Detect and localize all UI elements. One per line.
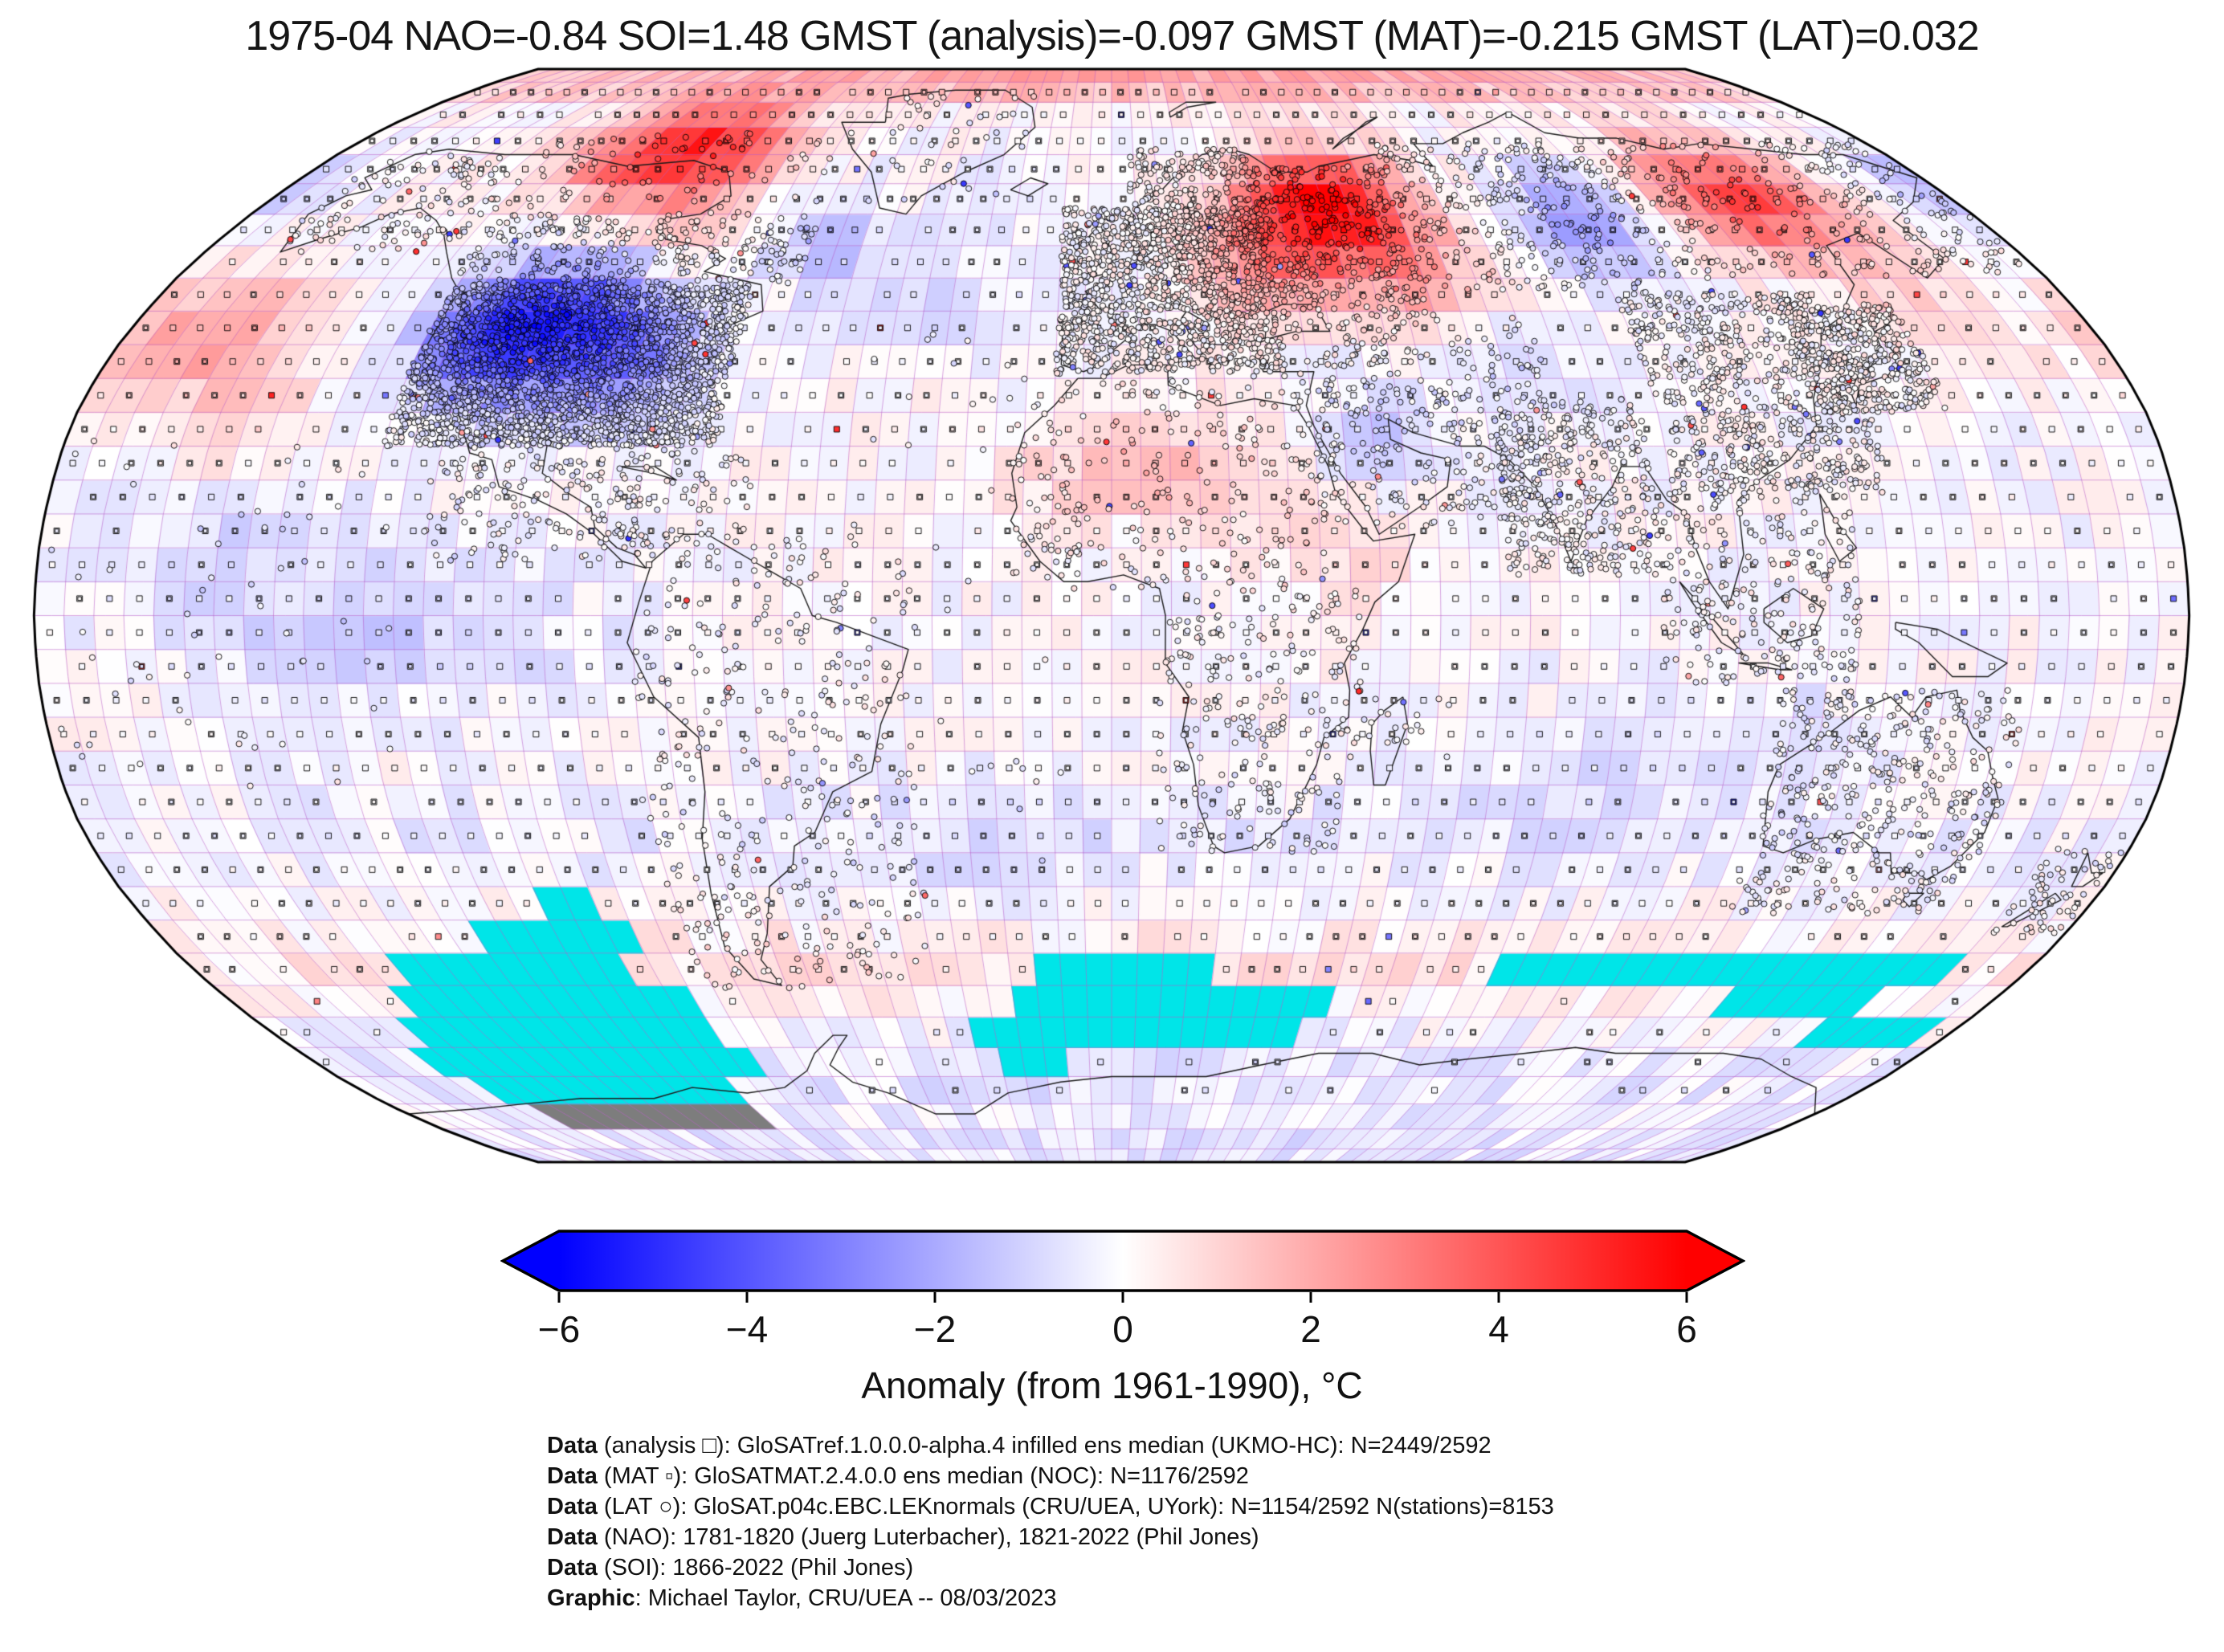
tick-label: 2	[1300, 1308, 1321, 1350]
colorbar-tick-labels: −6 −4 −2 0 2 4 6	[0, 1307, 2224, 1356]
tick-label: 4	[1488, 1308, 1509, 1350]
credit-line: Data (NAO): 1781-1820 (Juerg Luterbacher…	[547, 1524, 1259, 1550]
credit-line: Data (LAT ○): GloSAT.p04c.EBC.LEKnormals…	[547, 1494, 1554, 1519]
credit-line: Graphic: Michael Taylor, CRU/UEA -- 08/0…	[547, 1585, 1057, 1611]
credits-block: Data (analysis □): GloSATref.1.0.0.0-alp…	[547, 1430, 1554, 1613]
colorbar-ticks	[557, 1292, 1688, 1303]
colorbar-arrow-body	[500, 1230, 1746, 1292]
credit-line: Data (MAT ▫): GloSATMAT.2.4.0.0 ens medi…	[547, 1463, 1249, 1489]
tick-label: 0	[1112, 1308, 1133, 1350]
tick-label: −2	[913, 1308, 957, 1350]
colorbar-axis-label: Anomaly (from 1961-1990), °C	[861, 1364, 1363, 1406]
tick-label: −6	[537, 1308, 581, 1350]
tick-label: −4	[725, 1308, 769, 1350]
colorbar-gradient-bar	[500, 1230, 1746, 1303]
credit-line: Data (analysis □): GloSATref.1.0.0.0-alp…	[547, 1433, 1492, 1458]
colorbar	[500, 1228, 1746, 1305]
credit-line: Data (SOI): 1866-2022 (Phil Jones)	[547, 1555, 914, 1581]
tick-label: 6	[1676, 1308, 1697, 1350]
